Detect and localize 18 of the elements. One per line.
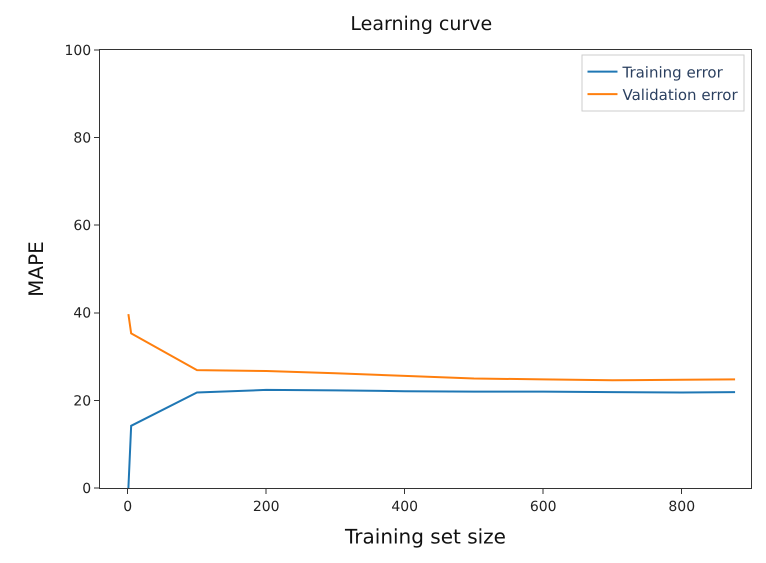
chart-title: Learning curve [350,13,492,36]
y-tick-label: 20 [73,393,92,410]
legend-label: Validation error [622,86,738,104]
y-tick-label: 80 [73,130,92,146]
y-tick-label: 0 [82,480,92,497]
x-tick-label: 0 [123,498,132,515]
y-tick-label: 100 [64,42,92,59]
legend-label: Training error [621,63,724,82]
x-tick-label: 600 [530,498,557,515]
x-tick-label: 200 [252,498,280,515]
y-tick-label: 60 [73,218,92,234]
x-axis-title: Training set size [344,524,506,548]
x-tick-label: 400 [391,498,418,515]
x-tick-label: 800 [668,498,696,515]
y-tick-label: 40 [73,306,92,322]
line-series [127,313,736,382]
line-series [127,388,736,488]
y-axis-title: MAPE [24,241,48,297]
